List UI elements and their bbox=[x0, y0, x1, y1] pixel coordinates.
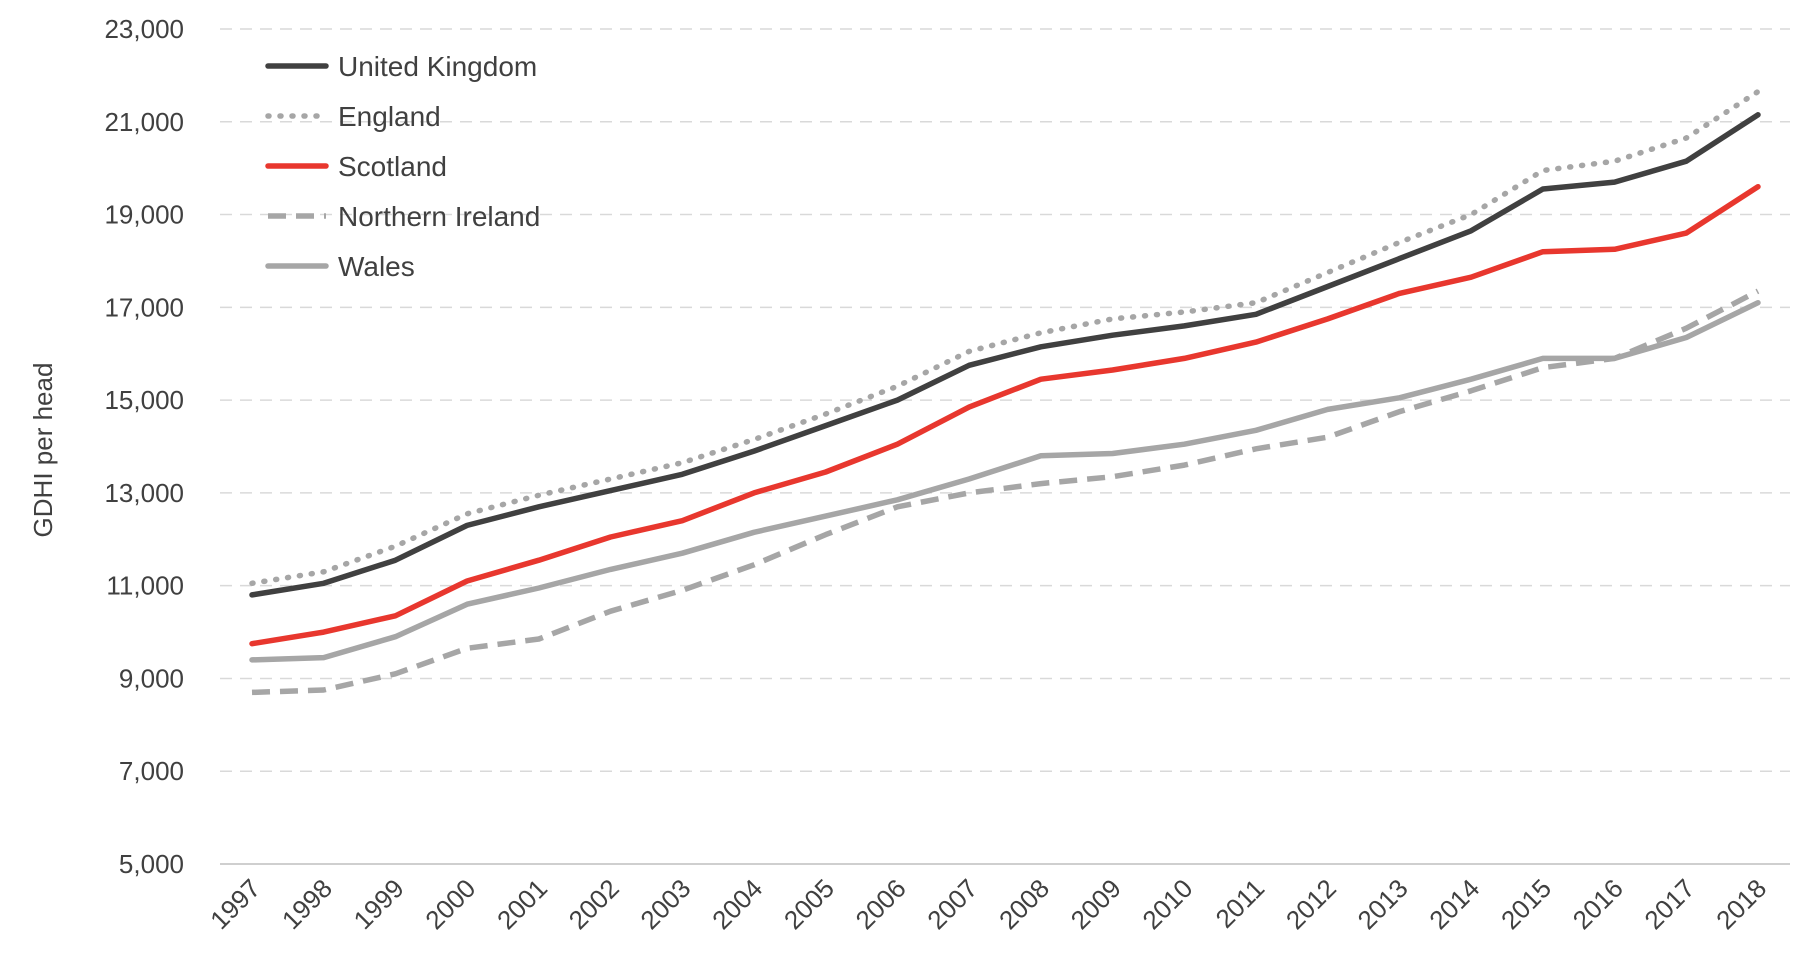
series-line-england bbox=[249, 88, 1761, 587]
y-axis-title: GDHI per head bbox=[28, 363, 58, 538]
x-tick-label: 2012 bbox=[1280, 873, 1342, 935]
x-tick-label: 2015 bbox=[1495, 873, 1557, 935]
series-line-united-kingdom bbox=[249, 112, 1761, 598]
x-tick-label: 2001 bbox=[491, 873, 553, 935]
y-tick-label: 13,000 bbox=[104, 478, 184, 508]
gridlines bbox=[220, 28, 1790, 865]
y-tick-label: 15,000 bbox=[104, 385, 184, 415]
series-line-scotland bbox=[249, 183, 1761, 647]
legend-label-england: England bbox=[338, 101, 441, 132]
y-tick-label: 7,000 bbox=[119, 756, 184, 786]
x-tick-label: 2016 bbox=[1567, 873, 1629, 935]
x-tick-label: 2005 bbox=[778, 873, 840, 935]
y-tick-label: 5,000 bbox=[119, 849, 184, 879]
legend-label-united-kingdom: United Kingdom bbox=[338, 51, 537, 82]
x-tick-label: 1997 bbox=[204, 873, 266, 935]
x-tick-label: 2009 bbox=[1065, 873, 1127, 935]
legend-label-scotland: Scotland bbox=[338, 151, 447, 182]
x-tick-label: 2007 bbox=[921, 873, 983, 935]
x-tick-label: 2011 bbox=[1209, 873, 1270, 934]
x-tick-label: 2010 bbox=[1136, 873, 1198, 935]
x-axis-ticks: 1997 1998 1999 2000 2001 2002 2003 2004 2005 2006… bbox=[204, 873, 1772, 935]
x-tick-label: 1999 bbox=[348, 873, 410, 935]
x-tick-label: 2008 bbox=[993, 873, 1055, 935]
x-tick-label: 2006 bbox=[850, 873, 912, 935]
x-tick-label: 2017 bbox=[1638, 873, 1700, 935]
series-line-northern-ireland bbox=[251, 288, 1760, 696]
legend-label-northern-ireland: Northern Ireland bbox=[338, 201, 540, 232]
y-axis-ticks: 5,000 7,000 9,000 11,000 13,000 15,000 17,000 1… bbox=[104, 14, 184, 879]
y-tick-label: 19,000 bbox=[104, 200, 184, 230]
series-line-wales bbox=[249, 299, 1761, 663]
y-tick-label: 21,000 bbox=[104, 107, 184, 137]
y-tick-label: 9,000 bbox=[119, 663, 184, 693]
legend: United Kingdom England Scotland Northern Ir… bbox=[265, 51, 540, 282]
x-tick-label: 2014 bbox=[1423, 873, 1485, 935]
x-tick-label: 2003 bbox=[634, 873, 696, 935]
legend-label-wales: Wales bbox=[338, 251, 415, 282]
y-tick-label: 23,000 bbox=[104, 14, 184, 44]
x-tick-label: 2018 bbox=[1710, 873, 1772, 935]
x-tick-label: 2002 bbox=[563, 873, 625, 935]
series-lines bbox=[249, 88, 1761, 696]
y-tick-label: 17,000 bbox=[104, 292, 184, 322]
x-tick-label: 1998 bbox=[276, 873, 338, 935]
x-tick-label: 2013 bbox=[1352, 873, 1414, 935]
x-tick-label: 2000 bbox=[419, 873, 481, 935]
x-tick-label: 2004 bbox=[706, 873, 768, 935]
y-tick-label: 11,000 bbox=[106, 571, 184, 601]
